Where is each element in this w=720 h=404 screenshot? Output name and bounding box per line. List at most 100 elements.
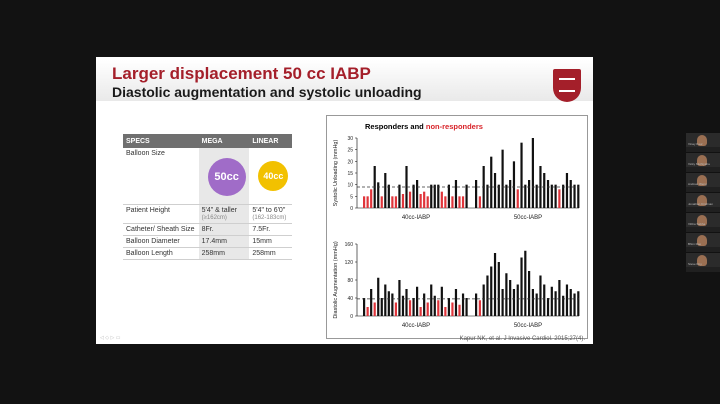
participant-name: Bhim Rao <box>688 242 702 246</box>
responder-bar <box>493 253 497 316</box>
linear-value: 5'4" to 6'0" (162-183cm) <box>249 204 292 224</box>
responder-bar <box>531 138 534 208</box>
responder-bar <box>565 173 569 208</box>
responder-bar <box>377 277 380 316</box>
responder-bar <box>528 271 531 316</box>
linear-balloon-circle: 40cc <box>258 161 289 191</box>
participant-tile[interactable]: Vinay Kaur <box>686 132 720 147</box>
responder-bar <box>423 293 426 316</box>
responder-bar <box>416 286 419 316</box>
nonresponder-bar <box>458 196 461 208</box>
linear-value: 15mm <box>249 235 292 248</box>
specs-table: SPECS MEGA LINEAR Balloon Size 50cc 40cc… <box>123 134 292 260</box>
y-tick-label: 30 <box>347 136 353 142</box>
participant-video <box>697 175 707 186</box>
responder-bar <box>550 184 553 208</box>
nonresponder-bar <box>380 196 383 208</box>
participant-name: Steve Roy <box>688 262 702 266</box>
participant-tile[interactable]: Vicky Muthiyaha <box>686 152 720 167</box>
row-label: Patient Height <box>123 204 199 224</box>
nonresponder-bar <box>458 304 461 316</box>
linear-balloon-cell: 40cc <box>249 148 292 205</box>
chart-panel: Responders and non-responders 0 5 10 15 20 25… <box>326 115 588 339</box>
slide-subtitle: Diastolic augmentation and systolic unlo… <box>112 84 422 100</box>
nonresponder-bar <box>437 300 440 316</box>
responder-bar <box>546 298 550 316</box>
slide-navigation[interactable]: ◁ ◇ ▷ ▭ <box>100 335 121 341</box>
row-label: Balloon Length <box>123 247 199 260</box>
nonresponder-bar <box>478 196 481 208</box>
mega-value: 17.4mm <box>198 235 250 248</box>
participant-tile[interactable]: Jonathan Krishnan <box>686 192 720 207</box>
nonresponder-bar <box>426 196 429 208</box>
nonresponder-bar <box>391 196 394 208</box>
responder-bar <box>475 180 478 208</box>
responder-bar <box>554 184 557 208</box>
y-axis-label: Systolic Unloading (mmHg) <box>333 140 339 207</box>
responder-bar <box>465 298 468 316</box>
responder-bar <box>370 289 373 316</box>
responder-bar <box>577 291 580 316</box>
responder-bar <box>497 262 500 316</box>
participants-sidebar: Vinay Kaur Vicky Muthiyaha Andrew Weng Jona… <box>686 132 720 272</box>
responder-bar <box>539 166 542 208</box>
responder-bar <box>493 173 497 208</box>
y-tick-label: 40 <box>347 296 353 302</box>
responder-bar <box>398 184 401 208</box>
nonresponder-bar <box>423 191 426 208</box>
responder-bar <box>546 180 550 208</box>
participant-video <box>697 195 707 206</box>
presentation-slide: Larger displacement 50 cc IABP Diastolic… <box>96 57 593 344</box>
responder-bar <box>497 184 500 208</box>
responder-bar <box>447 184 450 208</box>
group-label: 50cc-IABP <box>514 215 542 221</box>
responder-bar <box>569 180 572 208</box>
mega-balloon-circle: 50cc <box>207 158 246 196</box>
responder-bar <box>384 284 387 316</box>
linear-value-main: 5'4" to 6'0" <box>252 206 286 214</box>
responder-bar <box>433 295 436 316</box>
responder-bar <box>454 180 458 208</box>
participant-tile[interactable]: Vibha Sabha <box>686 212 720 227</box>
responder-bar <box>520 257 523 316</box>
responder-bar <box>558 280 561 316</box>
y-axis-label: Diastolic Augmentation (mmHg) <box>333 241 339 319</box>
participant-name: Vinay Kaur <box>688 142 703 146</box>
responder-bar <box>461 293 465 316</box>
responder-bar <box>535 293 538 316</box>
responder-bar <box>447 298 450 316</box>
responder-bar <box>405 166 408 208</box>
responder-bar <box>387 184 390 208</box>
nonresponder-bar <box>444 307 447 316</box>
responder-bar <box>505 184 508 208</box>
participant-video <box>697 155 707 166</box>
responder-bar <box>384 173 387 208</box>
responder-bar <box>482 284 485 316</box>
nonresponder-bar <box>394 302 397 316</box>
y-tick-label: 25 <box>347 148 353 154</box>
participant-tile[interactable]: Andrew Weng <box>686 172 720 187</box>
responder-bar <box>398 280 401 316</box>
participant-video <box>697 135 707 146</box>
responder-bar <box>405 289 408 316</box>
nonresponder-bar <box>363 196 366 208</box>
participant-tile[interactable]: Steve Roy <box>686 252 720 267</box>
responder-bar <box>430 184 433 208</box>
mega-balloon-cell: 50cc <box>198 148 250 205</box>
nonresponder-bar <box>516 189 519 208</box>
responder-bar <box>412 298 415 316</box>
chart-title-red: non-responders <box>425 122 483 131</box>
responder-bar <box>363 298 366 316</box>
y-tick-label: 160 <box>345 242 354 248</box>
chart-title: Responders and non-responders <box>365 122 483 131</box>
responder-bar <box>416 180 419 208</box>
responder-bar <box>539 275 542 316</box>
responder-bar <box>440 286 443 316</box>
responder-bar <box>577 184 580 208</box>
nonresponder-bar <box>373 302 376 316</box>
nonresponder-bar <box>408 300 412 316</box>
title-bar: Larger displacement 50 cc IABP Diastolic… <box>96 60 593 102</box>
responder-bar <box>573 293 576 316</box>
participant-tile[interactable]: Bhim Rao <box>686 232 720 247</box>
responder-bar <box>387 291 390 316</box>
